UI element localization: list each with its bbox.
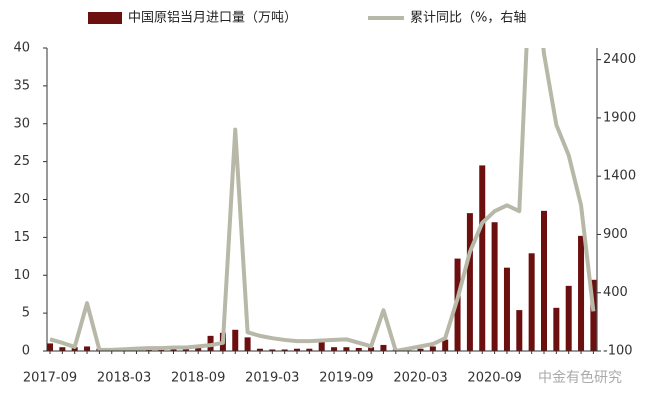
line — [49, 48, 596, 351]
y2-tick-label: 1900 — [603, 110, 636, 125]
bar — [331, 347, 338, 351]
bar — [355, 347, 362, 351]
bar — [429, 346, 436, 351]
y-tick-label: 25 — [13, 154, 30, 169]
bar — [47, 343, 53, 351]
bar — [318, 341, 325, 351]
bar — [59, 347, 66, 351]
bar — [442, 339, 449, 351]
bar — [170, 348, 177, 351]
bar — [84, 346, 91, 351]
watermark: 中金有色研究 — [538, 369, 622, 386]
x-tick-label: 2019-09 — [319, 371, 373, 386]
y-tick-label: 15 — [13, 230, 30, 245]
y-tick-label: 5 — [22, 306, 30, 321]
bar — [256, 348, 263, 351]
bar — [343, 347, 350, 351]
bar — [565, 285, 572, 351]
x-tick-label: 2019-03 — [245, 371, 299, 386]
bar — [553, 307, 560, 351]
bar — [417, 348, 424, 351]
bar — [71, 347, 78, 351]
bar — [516, 310, 523, 351]
bar — [590, 279, 597, 351]
y2-tick-label: 900 — [603, 227, 628, 242]
legend-swatch — [88, 12, 122, 24]
y2-tick-label: 2400 — [603, 52, 636, 67]
bar — [182, 348, 189, 351]
y2-tick-label: -100 — [603, 344, 633, 359]
legend-label: 累计同比（%，右轴 — [410, 11, 526, 26]
y2-tick-label: 400 — [603, 285, 628, 300]
x-tick-label: 2017-09 — [23, 371, 77, 386]
bar — [269, 349, 276, 351]
bar — [541, 210, 547, 351]
x-tick-label: 2018-09 — [171, 371, 225, 386]
bar — [491, 222, 498, 351]
x-tick-label: 2020-09 — [467, 371, 521, 386]
bar — [466, 213, 473, 351]
y-tick-label: 20 — [13, 192, 30, 207]
y-tick-label: 30 — [13, 116, 30, 131]
bar — [578, 235, 585, 351]
y-tick-label: 0 — [22, 344, 30, 359]
bar — [503, 267, 510, 351]
y2-tick-label: 1400 — [603, 169, 636, 184]
bar — [380, 344, 387, 351]
y-tick-label: 10 — [13, 268, 30, 283]
bar — [479, 165, 486, 351]
x-tick-label: 2020-03 — [393, 371, 447, 386]
bar — [306, 348, 313, 351]
legend-label: 中国原铝当月进口量（万吨） — [128, 11, 297, 26]
x-tick-label: 2018-03 — [97, 371, 151, 386]
y-tick-label: 40 — [13, 41, 30, 56]
bar — [244, 337, 251, 351]
bar — [528, 253, 535, 351]
bar — [195, 347, 202, 351]
y-tick-label: 35 — [13, 78, 30, 93]
bar — [281, 349, 288, 351]
bar — [294, 348, 300, 351]
bar — [232, 329, 239, 351]
bar — [368, 347, 375, 351]
